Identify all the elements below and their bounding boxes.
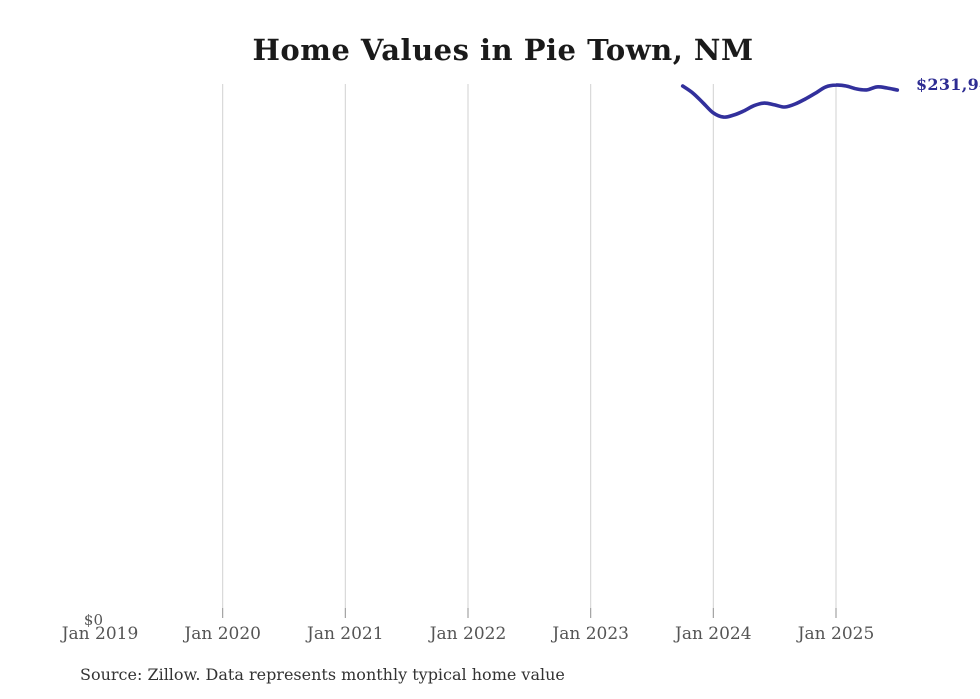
x-tick-label: Jan 2021 [305,624,384,644]
x-tick-label: Jan 2019 [60,624,139,644]
chart-title: Home Values in Pie Town, NM [252,33,754,67]
x-tick-label: Jan 2020 [182,624,261,644]
home-value-line [680,83,900,119]
latest-value-label: $231,94 [916,75,980,94]
x-tick-label: Jan 2023 [550,624,629,644]
x-tick-label: Jan 2022 [428,624,507,644]
y-axis-zero-label: $0 [83,611,103,629]
x-tick-label: Jan 2025 [796,624,875,644]
source-attribution: Source: Zillow. Data represents monthly … [80,665,565,684]
x-tick-label: Jan 2024 [673,624,752,644]
